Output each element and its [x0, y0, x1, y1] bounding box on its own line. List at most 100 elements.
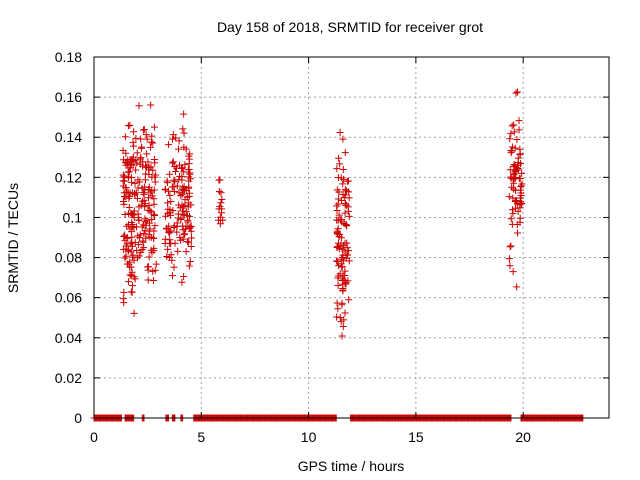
data-point [343, 177, 351, 185]
data-point [338, 301, 346, 309]
data-point [508, 220, 516, 228]
y-tick-label: 0.18 [55, 49, 82, 65]
data-point [165, 141, 173, 149]
data-point [132, 134, 140, 142]
data-point [334, 305, 342, 313]
data-point [513, 197, 521, 205]
data-point [338, 263, 346, 271]
data-point [216, 202, 224, 210]
data-point [129, 253, 137, 261]
data-point [175, 137, 183, 145]
data-point [128, 288, 136, 296]
data-point [184, 238, 192, 246]
data-point [147, 101, 155, 109]
data-point [181, 230, 189, 238]
data-point [135, 102, 143, 110]
data-point [345, 296, 353, 304]
data-point [218, 196, 226, 204]
data-point [166, 191, 174, 199]
data-point [149, 267, 157, 275]
data-point [129, 161, 137, 169]
data-point [508, 183, 516, 191]
data-point [145, 163, 153, 171]
data-point [145, 201, 153, 209]
data-point [181, 161, 189, 169]
data-point [517, 182, 525, 190]
data-point [171, 178, 179, 186]
data-point [182, 187, 190, 195]
data-point [124, 168, 132, 176]
data-point [509, 268, 517, 276]
data-point [128, 242, 136, 250]
data-point [120, 177, 128, 185]
data-point [133, 149, 141, 157]
data-point [510, 128, 518, 136]
data-point [128, 268, 136, 276]
data-point [509, 210, 517, 218]
y-axis-label: SRMTID / TECUs [5, 183, 21, 293]
data-point [168, 272, 176, 280]
data-point [168, 159, 176, 167]
data-point [218, 209, 226, 217]
data-point [145, 253, 153, 261]
axis-ticks: 0 0.02 0.04 0.06 0.08 0.1 0.12 0.14 0.16 0.18 0 5 10… [55, 49, 609, 445]
data-point [182, 225, 190, 233]
data-point [119, 171, 127, 179]
data-point [511, 144, 519, 152]
data-point [334, 239, 342, 247]
chart-title: Day 158 of 2018, SRMTID for receiver gro… [217, 19, 483, 35]
data-point [169, 158, 177, 166]
data-point [161, 185, 169, 193]
data-point [120, 232, 128, 240]
data-point [144, 276, 152, 284]
data-point [509, 194, 517, 202]
data-point [136, 231, 144, 239]
data-point [338, 245, 346, 253]
data-point [184, 216, 192, 224]
data-point [169, 207, 177, 215]
data-point [185, 262, 193, 270]
data-point [138, 223, 146, 231]
data-point [507, 215, 515, 223]
data-point [141, 218, 149, 226]
data-point [510, 121, 518, 129]
data-point [180, 273, 188, 281]
data-point [171, 168, 179, 176]
data-point [149, 139, 157, 147]
data-point [144, 263, 152, 271]
data-point [125, 204, 133, 212]
data-point [514, 229, 522, 237]
data-point [152, 171, 160, 179]
data-point [180, 143, 188, 151]
data-point [120, 245, 128, 253]
data-point [130, 128, 138, 136]
data-point [185, 160, 193, 168]
grid-lines [94, 57, 609, 418]
data-point [133, 246, 141, 254]
data-point [182, 248, 190, 256]
data-point [187, 175, 195, 183]
data-point [135, 252, 143, 260]
data-point [123, 222, 131, 230]
data-point [132, 189, 140, 197]
data-point [126, 156, 134, 164]
data-point [340, 194, 348, 202]
data-point [338, 216, 346, 224]
data-point [119, 198, 127, 206]
data-point [180, 203, 188, 211]
data-point [337, 318, 345, 326]
data-point [335, 233, 343, 241]
data-point [164, 245, 172, 253]
data-point [123, 160, 131, 168]
data-point [334, 216, 342, 224]
data-point [125, 260, 133, 268]
data-point [146, 189, 154, 197]
data-point [511, 186, 519, 194]
data-point [506, 243, 514, 251]
data-point [507, 147, 515, 155]
data-point [184, 166, 192, 174]
data-point [516, 204, 524, 212]
data-point [342, 279, 350, 287]
data-point [171, 163, 179, 171]
y-tick-label: 0.04 [55, 330, 82, 346]
